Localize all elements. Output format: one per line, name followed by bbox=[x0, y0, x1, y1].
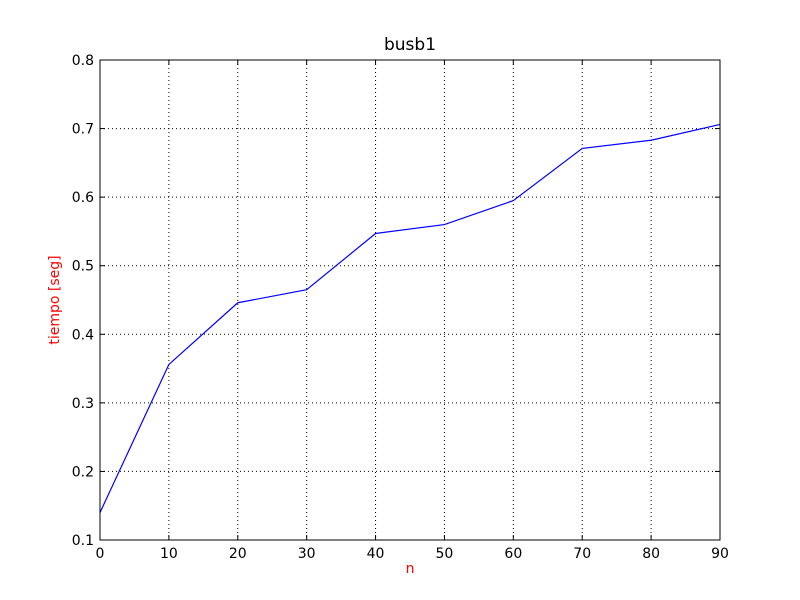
x-tick-label: 30 bbox=[298, 546, 316, 562]
y-axis-label: tiempo [seg] bbox=[47, 255, 63, 344]
axis-ticks: 0 10 20 30 40 50 60 70 80 90 0.1 0.2 0.3 0.4 0.5 0.6 0.7… bbox=[72, 53, 729, 562]
y-tick-label: 0.7 bbox=[72, 122, 94, 138]
x-tick-label: 20 bbox=[229, 546, 247, 562]
x-tick-label: 40 bbox=[367, 546, 385, 562]
x-tick-label: 10 bbox=[160, 546, 178, 562]
plot-frame bbox=[99, 59, 721, 541]
y-tick-label: 0.5 bbox=[72, 259, 94, 275]
x-tick-label: 0 bbox=[96, 546, 105, 562]
series-line bbox=[99, 123, 721, 513]
plot-area bbox=[100, 60, 720, 540]
x-tick-label: 60 bbox=[504, 546, 522, 562]
y-tick-label: 0.8 bbox=[72, 53, 94, 69]
x-tick-label: 70 bbox=[573, 546, 591, 562]
x-tick-label: 90 bbox=[711, 546, 729, 562]
y-tick-label: 0.4 bbox=[72, 327, 94, 343]
x-tick-label: 80 bbox=[642, 546, 660, 562]
y-tick-label: 0.2 bbox=[72, 464, 94, 480]
y-tick-label: 0.3 bbox=[72, 396, 94, 412]
y-tick-label: 0.1 bbox=[72, 533, 94, 549]
chart-title: busb1 bbox=[384, 35, 436, 55]
x-axis-label: n bbox=[406, 561, 415, 577]
x-tick-label: 50 bbox=[436, 546, 454, 562]
y-tick-label: 0.6 bbox=[72, 190, 94, 206]
